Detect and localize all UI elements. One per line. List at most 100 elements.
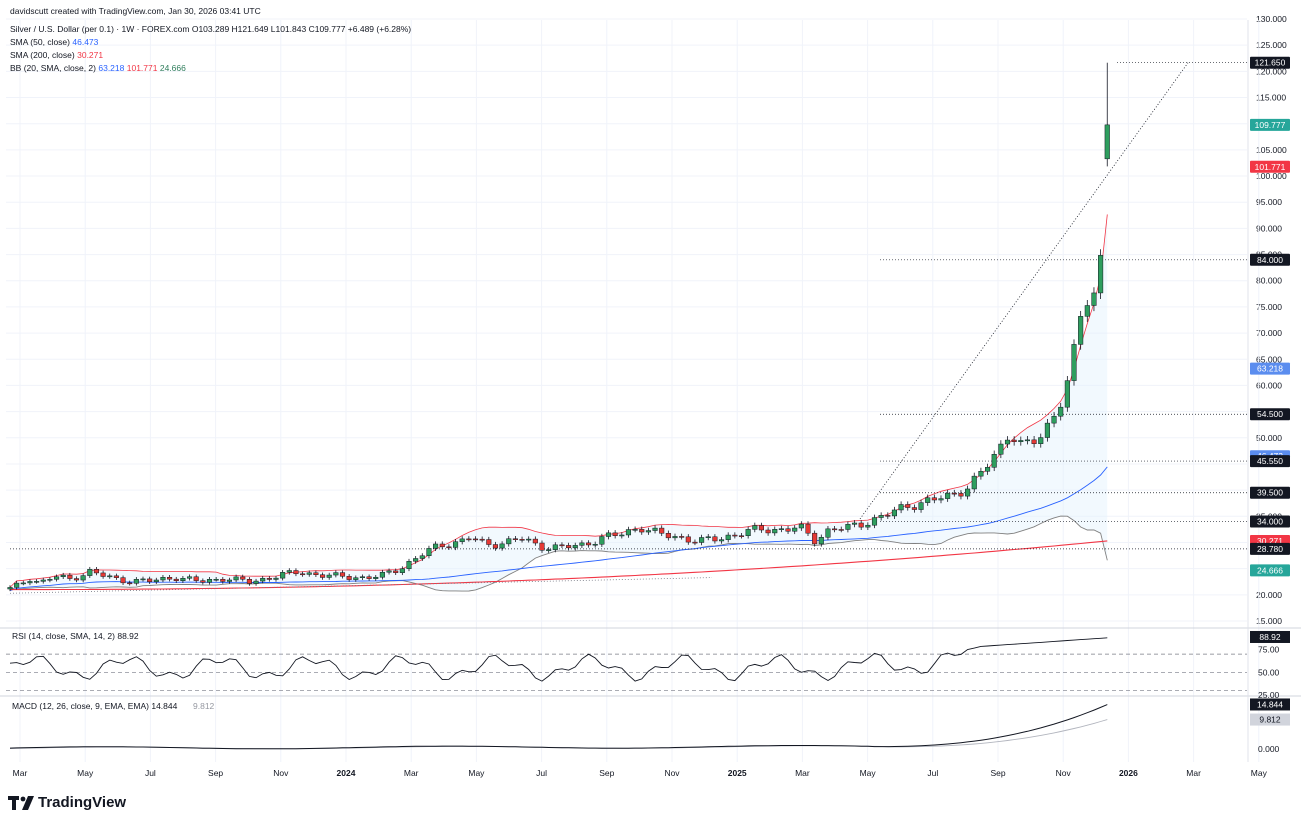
candle-up [891, 509, 898, 517]
candle-down [612, 532, 618, 536]
bollinger-band-fill [10, 214, 1108, 592]
sma200-label: SMA (200, close) [10, 50, 75, 60]
tradingview-icon [8, 795, 34, 810]
candle-down [439, 543, 445, 548]
macd-value-label: 9.812 [1250, 713, 1290, 726]
candle-down [67, 574, 73, 579]
price-label-text: 54.500 [1257, 409, 1283, 419]
rsi-tick-label: 75.00 [1258, 645, 1280, 655]
candle-up [1058, 406, 1064, 417]
price-label-text: 84.000 [1257, 255, 1283, 265]
candle-down [712, 536, 718, 542]
price-label-box [1250, 253, 1290, 266]
candle-down [466, 538, 472, 541]
candle-down [486, 539, 492, 545]
candle-up [499, 543, 505, 549]
candle-down [559, 544, 565, 547]
candle-down [692, 541, 698, 544]
macd-legend-signal: 9.812 [193, 701, 215, 711]
candle-down [685, 536, 691, 543]
candle-up [333, 572, 339, 576]
attribution-text: davidscutt created with TradingView.com,… [10, 6, 261, 16]
price-label-box [1250, 564, 1290, 577]
candle-down [200, 580, 206, 583]
candle-up [752, 525, 758, 530]
candle-up [1091, 292, 1097, 306]
price-label-box [1250, 408, 1290, 421]
candle-down [313, 572, 319, 575]
y-tick-label: 100.000 [1256, 171, 1287, 181]
candle-down [147, 578, 153, 583]
price-label: 45.550 [1250, 455, 1290, 468]
candle-up [965, 488, 971, 497]
candle-up [459, 538, 465, 542]
y-tick-label: 125.000 [1256, 40, 1287, 50]
candle-down [193, 576, 199, 581]
candle-up [871, 517, 878, 526]
candle-down [805, 523, 811, 534]
price-label-box [1250, 455, 1290, 468]
candle-up [592, 543, 598, 546]
candle-down [1011, 439, 1017, 442]
price-label: 39.500 [1250, 486, 1290, 499]
candle-up [818, 537, 824, 545]
candle-up [798, 523, 804, 529]
price-label-text: 121.650 [1255, 58, 1286, 68]
candle-down [339, 572, 346, 577]
candle-up [1084, 305, 1090, 317]
candle-down [293, 570, 299, 575]
x-tick-label: Jul [927, 768, 938, 778]
candle-down [812, 532, 818, 545]
candle-up [233, 576, 239, 581]
bb-lower-value: 24.666 [159, 63, 186, 73]
candle-down [320, 574, 326, 578]
price-label: 101.771 [1250, 160, 1290, 173]
candle-up [705, 536, 711, 539]
candle-down [931, 497, 937, 501]
sma200-line [10, 540, 1108, 591]
candle-up [672, 536, 678, 539]
candle-up [226, 579, 232, 582]
price-label-text: 45.550 [1257, 456, 1283, 466]
rsi-tick-label: 50.00 [1258, 667, 1280, 677]
candle-up [379, 571, 385, 578]
x-tick-label: May [1251, 768, 1268, 778]
candle-up [898, 504, 904, 511]
x-tick-label: May [468, 768, 485, 778]
candle-down [958, 493, 964, 497]
candle-up [359, 576, 365, 578]
x-tick-label: Mar [13, 768, 28, 778]
candle-up [107, 575, 113, 578]
candle-down [240, 576, 246, 580]
candle-up [140, 578, 146, 581]
candle-up [306, 572, 312, 575]
candle-up [971, 475, 977, 490]
candle-down [785, 528, 791, 532]
rsi-value-box [1250, 630, 1290, 643]
candle-up [34, 581, 40, 583]
sma50-legend: SMA (50, close) 46.473 [10, 37, 98, 47]
candle-up [273, 577, 279, 580]
candle-up [87, 569, 93, 576]
tradingview-logo[interactable]: TradingView [8, 794, 126, 811]
x-tick-label: Jul [536, 768, 547, 778]
candle-up [632, 529, 638, 531]
x-tick-label: May [77, 768, 94, 778]
candle-up [153, 579, 159, 583]
candle-up [280, 572, 286, 579]
candle-up [399, 568, 405, 573]
price-label-text: 101.771 [1255, 162, 1286, 172]
candle-down [492, 544, 498, 549]
x-tick-label: Jul [145, 768, 156, 778]
y-tick-label: 120.000 [1256, 66, 1287, 76]
candle-up [1078, 316, 1084, 345]
candle-up [426, 548, 432, 556]
price-label-text: 63.218 [1257, 364, 1283, 374]
x-tick-label: Nov [273, 768, 289, 778]
y-tick-label: 130.000 [1256, 14, 1287, 24]
rsi-tick-label: 25.00 [1258, 690, 1280, 700]
rsi-value-text: 88.92 [1259, 632, 1281, 642]
price-label: 54.500 [1250, 408, 1290, 421]
